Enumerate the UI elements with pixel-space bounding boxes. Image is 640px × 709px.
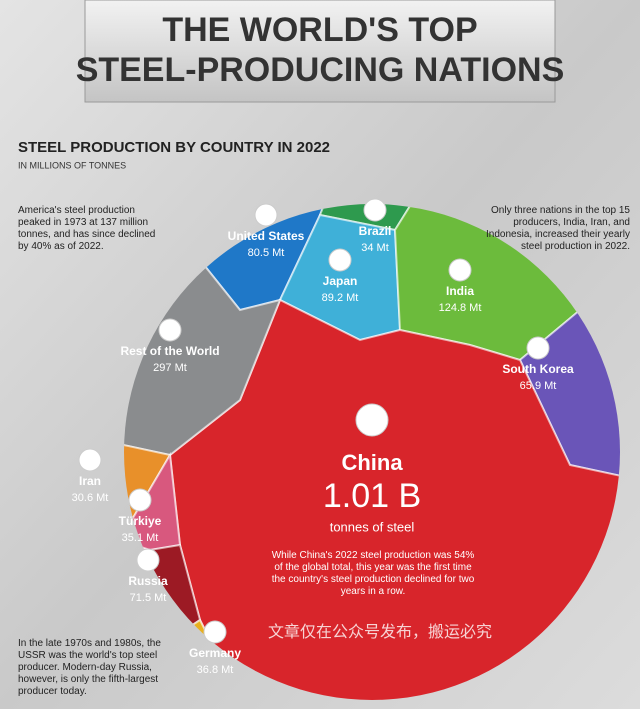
flag <box>254 203 278 227</box>
category-label: Russia <box>128 574 168 588</box>
value-label: 297 Mt <box>153 362 187 374</box>
annotation: Only three nations in the top 15 produce… <box>486 205 630 252</box>
subtitle: STEEL PRODUCTION BY COUNTRY IN 2022 <box>18 139 330 156</box>
category-label: Germany <box>189 646 241 660</box>
china-caption: tonnes of steel <box>330 519 415 534</box>
watermark: 文章仅在公众号发布，搬运必究 <box>268 623 492 641</box>
flag <box>136 548 160 572</box>
value-label: 35.1 Mt <box>122 532 159 544</box>
unit-note: IN MILLIONS OF TONNES <box>18 160 126 170</box>
category-label: Brazil <box>359 224 392 238</box>
value-label: 34 Mt <box>361 242 389 254</box>
flag <box>328 248 352 272</box>
value-label: 124.8 Mt <box>439 302 482 314</box>
annotation: In the late 1970s and 1980s, the USSR wa… <box>18 638 161 697</box>
flag <box>526 336 550 360</box>
labels: United States 80.5 Mt Brazil 34 Mt Japan 89.2… <box>72 198 574 676</box>
title-plate <box>84 0 556 103</box>
flag <box>363 198 387 222</box>
category-label: India <box>446 284 474 298</box>
title: THE WORLD'S TOP <box>162 11 477 49</box>
value-label: 65.9 Mt <box>520 380 557 392</box>
category-label: United States <box>228 229 305 243</box>
china-note: While China's 2022 steel production was … <box>271 550 475 597</box>
flag <box>128 488 152 512</box>
value-label: 89.2 Mt <box>322 292 359 304</box>
category-label: Rest of the World <box>120 344 219 358</box>
value-label: 30.6 Mt <box>72 492 109 504</box>
category-label: Iran <box>79 474 101 488</box>
flag <box>203 620 227 644</box>
flag <box>158 318 182 342</box>
flag <box>448 258 472 282</box>
value-label: 80.5 Mt <box>248 247 285 259</box>
annotation: America's steel production peaked in 197… <box>18 205 156 252</box>
value-label: 36.8 Mt <box>197 664 234 676</box>
value-label: 1.01 B <box>323 477 421 515</box>
flag <box>78 448 102 472</box>
cells <box>124 204 620 700</box>
flag <box>355 403 389 437</box>
category-label: Japan <box>323 274 358 288</box>
category-label: China <box>341 450 403 475</box>
value-label: 71.5 Mt <box>130 592 167 604</box>
category-label: South Korea <box>502 362 574 376</box>
category-label: Türkiye <box>119 514 162 528</box>
title: STEEL-PRODUCING NATIONS <box>76 51 565 89</box>
